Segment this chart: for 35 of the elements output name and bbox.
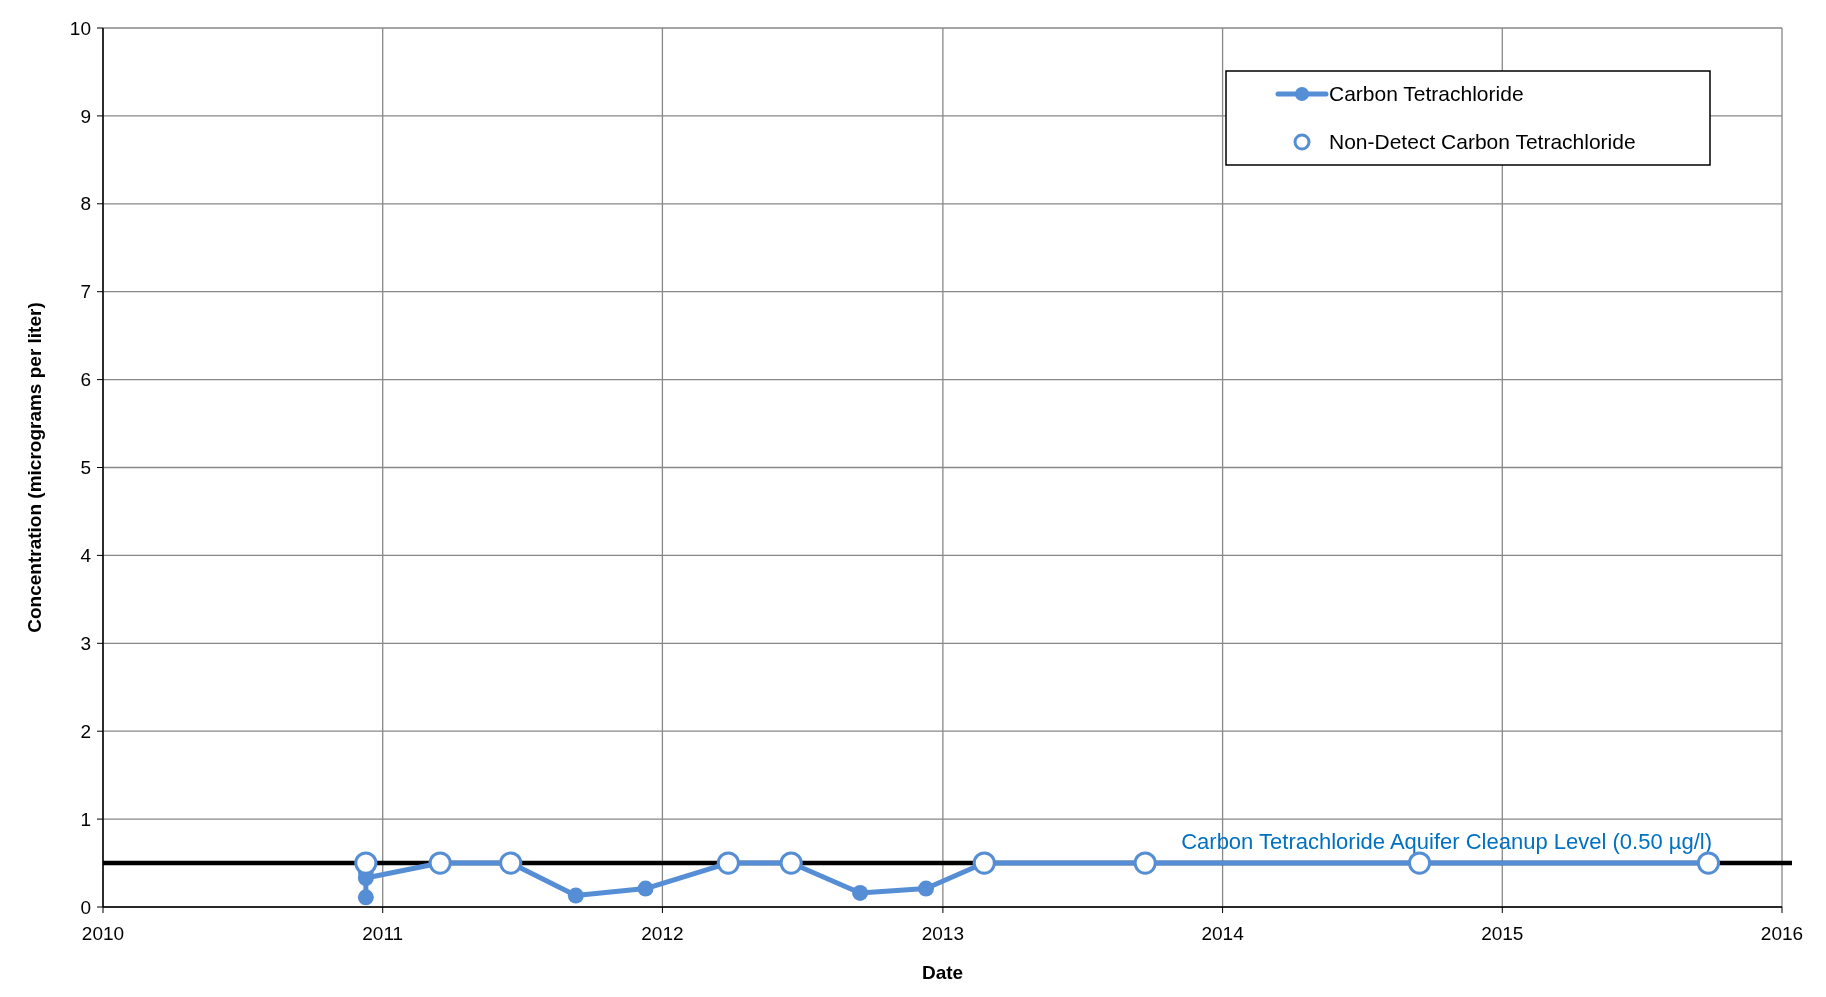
point [354,851,378,875]
point [1133,851,1157,875]
point [852,884,869,901]
legend-label: Carbon Tetrachloride [1329,82,1524,106]
y-tick-label: 10 [69,17,91,39]
x-tick-label: 2012 [641,923,684,944]
y-tick-label: 9 [80,105,91,127]
x-tick-label: 2016 [1760,923,1804,944]
y-tick-label: 3 [80,632,91,654]
x-tick-label: 2013 [921,923,965,944]
point [499,851,523,875]
y-tick-label: 8 [80,193,91,215]
x-tick-label: 2014 [1201,923,1245,944]
ref-line-label: Carbon Tetrachloride Aquifer Cleanup Level (0.50 µg/l) [1181,829,1712,855]
y-tick-label: 0 [80,896,91,918]
x-tick-label: 2010 [81,923,125,944]
y-tick-label: 2 [80,720,91,742]
x-tick-label: 2015 [1481,923,1524,944]
y-tick-label: 4 [80,545,92,567]
point [779,851,803,875]
x-axis-title: Date [921,962,964,983]
point [357,889,374,906]
point [428,851,452,875]
point [637,880,654,897]
x-tick-label: 2011 [362,923,404,944]
y-tick-label: 5 [80,457,91,479]
y-tick-label: 1 [80,808,91,830]
point [716,851,740,875]
point [972,851,996,875]
y-tick-label: 6 [80,369,91,391]
point [918,880,934,897]
y-axis-title: Concentration (micrograms per liter) [24,302,45,633]
y-tick-label: 7 [80,281,91,303]
legend-label: Non-Detect Carbon Tetrachloride [1329,130,1636,154]
point [567,887,584,904]
